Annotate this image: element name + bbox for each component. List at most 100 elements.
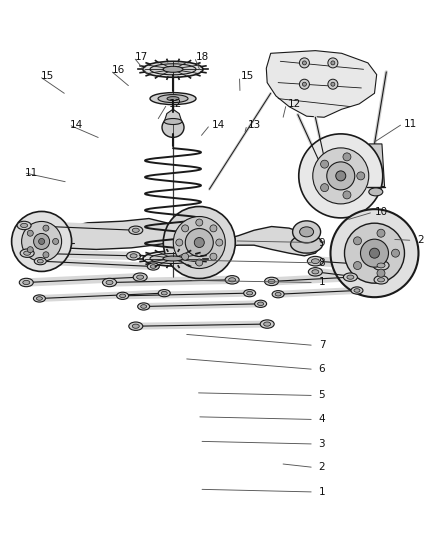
Text: 7: 7 [318, 341, 325, 350]
Ellipse shape [36, 297, 42, 300]
Circle shape [321, 160, 328, 168]
Circle shape [377, 229, 385, 237]
Polygon shape [266, 51, 377, 117]
Circle shape [216, 239, 223, 246]
Circle shape [370, 248, 379, 258]
Circle shape [302, 82, 307, 86]
Text: 6: 6 [318, 365, 325, 374]
Circle shape [343, 153, 351, 161]
Ellipse shape [37, 260, 43, 263]
Ellipse shape [141, 305, 147, 308]
Ellipse shape [167, 96, 179, 101]
Ellipse shape [33, 295, 46, 302]
Circle shape [196, 219, 203, 226]
Circle shape [299, 134, 383, 218]
Circle shape [182, 225, 189, 232]
Ellipse shape [229, 278, 236, 282]
Ellipse shape [354, 289, 360, 292]
Circle shape [353, 262, 361, 270]
Ellipse shape [163, 256, 183, 261]
Ellipse shape [161, 292, 167, 295]
Circle shape [176, 239, 183, 246]
Ellipse shape [143, 61, 203, 77]
Text: 14: 14 [70, 120, 83, 130]
Circle shape [53, 238, 59, 245]
Text: 14: 14 [212, 120, 225, 130]
Text: 9: 9 [318, 238, 325, 247]
Text: 16: 16 [112, 66, 125, 75]
Polygon shape [39, 219, 320, 256]
Ellipse shape [163, 66, 183, 72]
Text: 12: 12 [169, 99, 182, 109]
Circle shape [300, 79, 309, 89]
Circle shape [43, 252, 49, 258]
Ellipse shape [138, 303, 150, 310]
Ellipse shape [308, 268, 322, 276]
Ellipse shape [225, 276, 239, 284]
Ellipse shape [244, 289, 256, 297]
Ellipse shape [247, 292, 253, 295]
Ellipse shape [117, 292, 129, 300]
Text: 1: 1 [318, 278, 325, 287]
Ellipse shape [162, 117, 184, 138]
Ellipse shape [20, 249, 34, 257]
Ellipse shape [293, 221, 321, 243]
Polygon shape [347, 223, 401, 282]
Circle shape [163, 206, 235, 279]
Circle shape [331, 61, 335, 65]
Text: 15: 15 [41, 71, 54, 81]
Ellipse shape [150, 254, 196, 263]
Text: 5: 5 [318, 391, 325, 400]
Circle shape [27, 247, 33, 253]
Polygon shape [367, 144, 385, 187]
Text: 8: 8 [318, 258, 325, 268]
Ellipse shape [275, 293, 281, 296]
Ellipse shape [132, 228, 139, 232]
Text: 13: 13 [248, 120, 261, 130]
Circle shape [331, 82, 335, 86]
Ellipse shape [147, 263, 159, 270]
Ellipse shape [260, 320, 274, 328]
Ellipse shape [378, 278, 385, 282]
Circle shape [12, 212, 71, 271]
Circle shape [313, 148, 369, 204]
Ellipse shape [351, 287, 363, 294]
Ellipse shape [265, 277, 279, 286]
Ellipse shape [158, 94, 188, 103]
Ellipse shape [290, 235, 323, 253]
Text: 3: 3 [318, 439, 325, 449]
Ellipse shape [377, 263, 385, 268]
Ellipse shape [369, 188, 383, 196]
Ellipse shape [347, 275, 354, 279]
Ellipse shape [102, 278, 117, 287]
Ellipse shape [254, 300, 267, 308]
Ellipse shape [120, 294, 126, 297]
Circle shape [343, 191, 351, 199]
Circle shape [353, 237, 361, 245]
Text: 17: 17 [135, 52, 148, 62]
Circle shape [210, 253, 217, 260]
Circle shape [331, 209, 418, 297]
Circle shape [196, 259, 203, 266]
Circle shape [34, 233, 49, 249]
Text: 15: 15 [241, 71, 254, 81]
Text: 11: 11 [25, 168, 38, 177]
Circle shape [327, 162, 355, 190]
Ellipse shape [150, 64, 196, 75]
Ellipse shape [312, 270, 319, 274]
Ellipse shape [373, 261, 389, 270]
Text: 10: 10 [374, 207, 388, 217]
Ellipse shape [300, 227, 314, 237]
Ellipse shape [24, 251, 31, 255]
Circle shape [345, 223, 404, 283]
Circle shape [185, 229, 213, 256]
Ellipse shape [21, 223, 28, 228]
Circle shape [377, 269, 385, 277]
Ellipse shape [343, 273, 357, 281]
Circle shape [210, 225, 217, 232]
Circle shape [321, 184, 328, 192]
Circle shape [328, 79, 338, 89]
Text: 18: 18 [196, 52, 209, 62]
Circle shape [357, 172, 365, 180]
Circle shape [360, 239, 389, 267]
